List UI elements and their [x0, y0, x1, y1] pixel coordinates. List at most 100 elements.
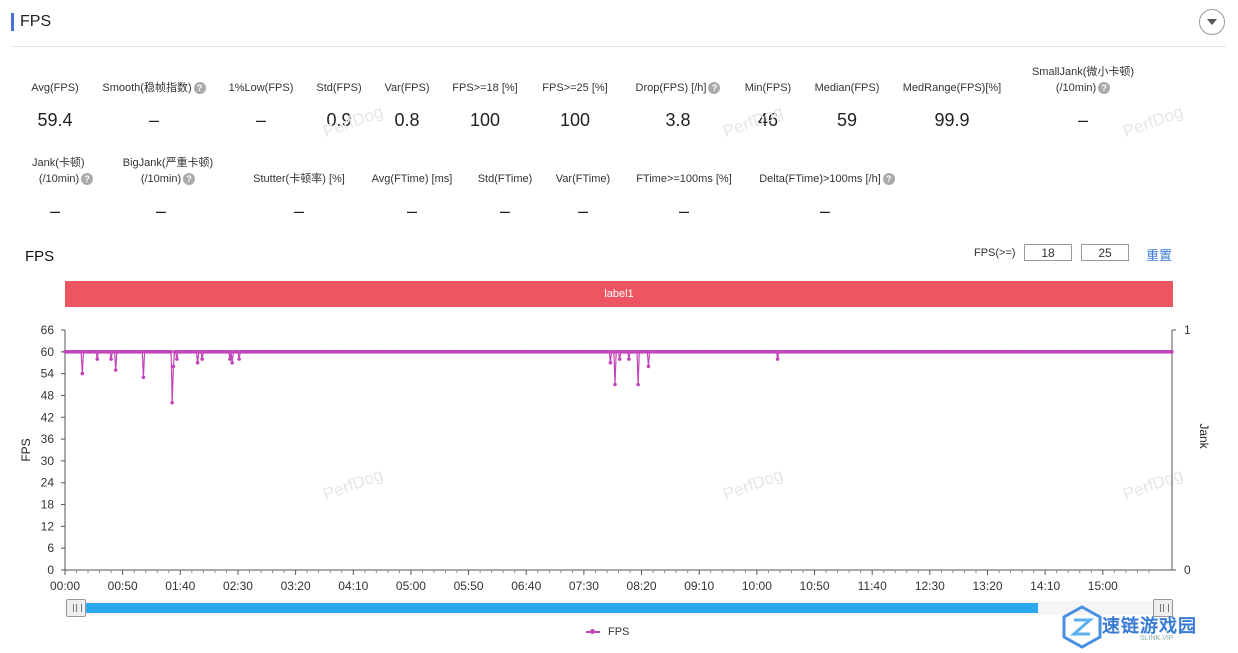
x-tick-label: 07:30 [569, 579, 599, 593]
metric-value: – [577, 201, 588, 221]
metric-fps-ge-25: FPS>=25 [%] 100 [536, 80, 614, 130]
grip-icon [1160, 604, 1169, 612]
metric-label: 1%Low(FPS) [228, 82, 294, 94]
y2-axis-label: Jank [1197, 423, 1211, 449]
metric-label: Avg(FTime) [ms] [371, 173, 453, 185]
metric-value: 0.8 [394, 110, 420, 130]
fps-data-point[interactable] [141, 375, 146, 380]
help-icon[interactable]: ? [1098, 82, 1111, 95]
metric-value: – [819, 201, 830, 221]
metric-value: 100 [559, 110, 591, 130]
y-tick-label: 24 [41, 476, 55, 490]
metric-label: Median(FPS) [814, 82, 880, 94]
metric-drop-fps: Drop(FPS) [/h]? 3.8 [626, 80, 730, 130]
x-tick-label: 00:00 [50, 579, 80, 593]
metric-label: Var(FPS) [384, 82, 430, 94]
fps-data-point[interactable] [646, 364, 651, 369]
metric-value: – [49, 201, 60, 221]
chevron-down-icon [1207, 19, 1217, 25]
x-tick-label: 00:50 [108, 579, 138, 593]
y-tick-label: 6 [47, 541, 54, 555]
header-divider [11, 46, 1226, 47]
chart-legend[interactable]: FPS [586, 626, 629, 638]
label-band-text: label1 [604, 288, 634, 300]
fps-data-point[interactable] [170, 400, 174, 405]
y-axis-label: FPS [19, 438, 33, 461]
fps-data-point[interactable] [627, 357, 631, 361]
fps-data-point[interactable] [237, 357, 241, 361]
metric-avg-fps: Avg(FPS) 59.4 [22, 80, 88, 130]
y2-tick-label: 0 [1184, 563, 1191, 577]
fps-data-point[interactable] [230, 360, 234, 365]
x-tick-label: 13:20 [972, 579, 1002, 593]
panel-header: FPS [0, 0, 1238, 46]
panel-title: FPS [20, 13, 52, 30]
label-band[interactable]: label1 [65, 281, 1173, 307]
fps-data-point[interactable] [608, 360, 613, 365]
chart-title: FPS [25, 248, 55, 265]
fps-data-point[interactable] [200, 357, 204, 361]
zoom-slider-start-handle[interactable] [66, 599, 86, 617]
metric-label: Std(FPS) [316, 82, 362, 94]
fps-data-point[interactable] [169, 350, 173, 354]
x-tick-label: 08:20 [627, 579, 657, 593]
logo-subtext: SLINK.VIP [1140, 635, 1174, 642]
metric-value: – [678, 201, 689, 221]
fps-data-point[interactable] [175, 357, 179, 361]
fps-data-point[interactable] [617, 357, 622, 361]
reset-button[interactable]: 重置 [1146, 248, 1173, 263]
zoom-slider-range[interactable] [77, 603, 1038, 613]
fps-data-point[interactable] [171, 364, 176, 369]
metric-std-ftime: Std(FTime) – [472, 171, 538, 221]
fps-line-chart[interactable]: 0 6 12 18 24 30 36 42 48 54 60 66 0 1 00:00 00:50 01:40 0… [0, 318, 1238, 598]
watermark: PerfDog [720, 101, 786, 142]
metric-label-unit: (/10min) [38, 173, 80, 185]
metric-jank: Jank(卡顿) (/10min)? – [22, 155, 110, 221]
metric-median-fps: Median(FPS) 59 [808, 80, 886, 130]
fps-threshold-input-2[interactable] [1081, 244, 1129, 261]
zoom-slider-end-handle[interactable] [1153, 599, 1173, 617]
help-icon[interactable]: ? [183, 173, 196, 186]
metric-label: Drop(FPS) [/h] [635, 82, 707, 94]
fps-data-point[interactable] [613, 382, 617, 387]
fps-threshold-label: FPS(>=) [974, 247, 1016, 259]
fps-threshold-input-1[interactable] [1024, 244, 1072, 261]
fps-data-point[interactable] [636, 382, 640, 387]
watermark: PerfDog [320, 101, 386, 142]
metric-label: FPS>=25 [%] [542, 82, 608, 94]
fps-data-point[interactable] [113, 368, 118, 372]
x-tick-label: 14:10 [1030, 579, 1060, 593]
collapse-button[interactable] [1199, 9, 1225, 35]
y-tick-label: 54 [41, 367, 55, 381]
metric-label: SmallJank(微小卡顿) [1031, 66, 1135, 78]
fps-data-point[interactable] [775, 357, 780, 361]
help-icon[interactable]: ? [708, 82, 721, 95]
metric-label: FPS>=18 [%] [452, 82, 518, 94]
legend-label: FPS [608, 626, 630, 638]
metric-label: Smooth(稳帧指数) [102, 82, 192, 94]
x-tick-label: 05:50 [454, 579, 484, 593]
help-icon[interactable]: ? [81, 173, 94, 186]
metric-value: – [406, 201, 417, 221]
fps-data-point[interactable] [109, 357, 113, 361]
fps-data-point[interactable] [1170, 350, 1174, 354]
metric-avg-ftime: Avg(FTime) [ms] – [362, 171, 462, 221]
metric-label: BigJank(严重卡顿) [122, 157, 214, 169]
metric-value: 99.9 [934, 110, 970, 130]
metric-value: – [255, 110, 266, 130]
y-tick-label: 0 [47, 563, 54, 577]
fps-data-point[interactable] [195, 360, 200, 365]
help-icon[interactable]: ? [193, 82, 206, 95]
metric-label: FTime>=100ms [%] [636, 173, 732, 185]
metric-stutter: Stutter(卡顿率) [%] – [246, 171, 352, 221]
y-tick-label: 66 [41, 323, 55, 337]
help-icon[interactable]: ? [882, 173, 895, 186]
metric-label: Avg(FPS) [31, 82, 79, 94]
fps-data-point[interactable] [228, 357, 232, 361]
metric-value: – [1077, 110, 1088, 130]
fps-data-point[interactable] [95, 357, 100, 361]
x-tick-label: 01:40 [165, 579, 195, 593]
fps-data-point[interactable] [80, 371, 85, 376]
grip-icon [73, 604, 82, 612]
y-tick-label: 18 [41, 498, 55, 512]
